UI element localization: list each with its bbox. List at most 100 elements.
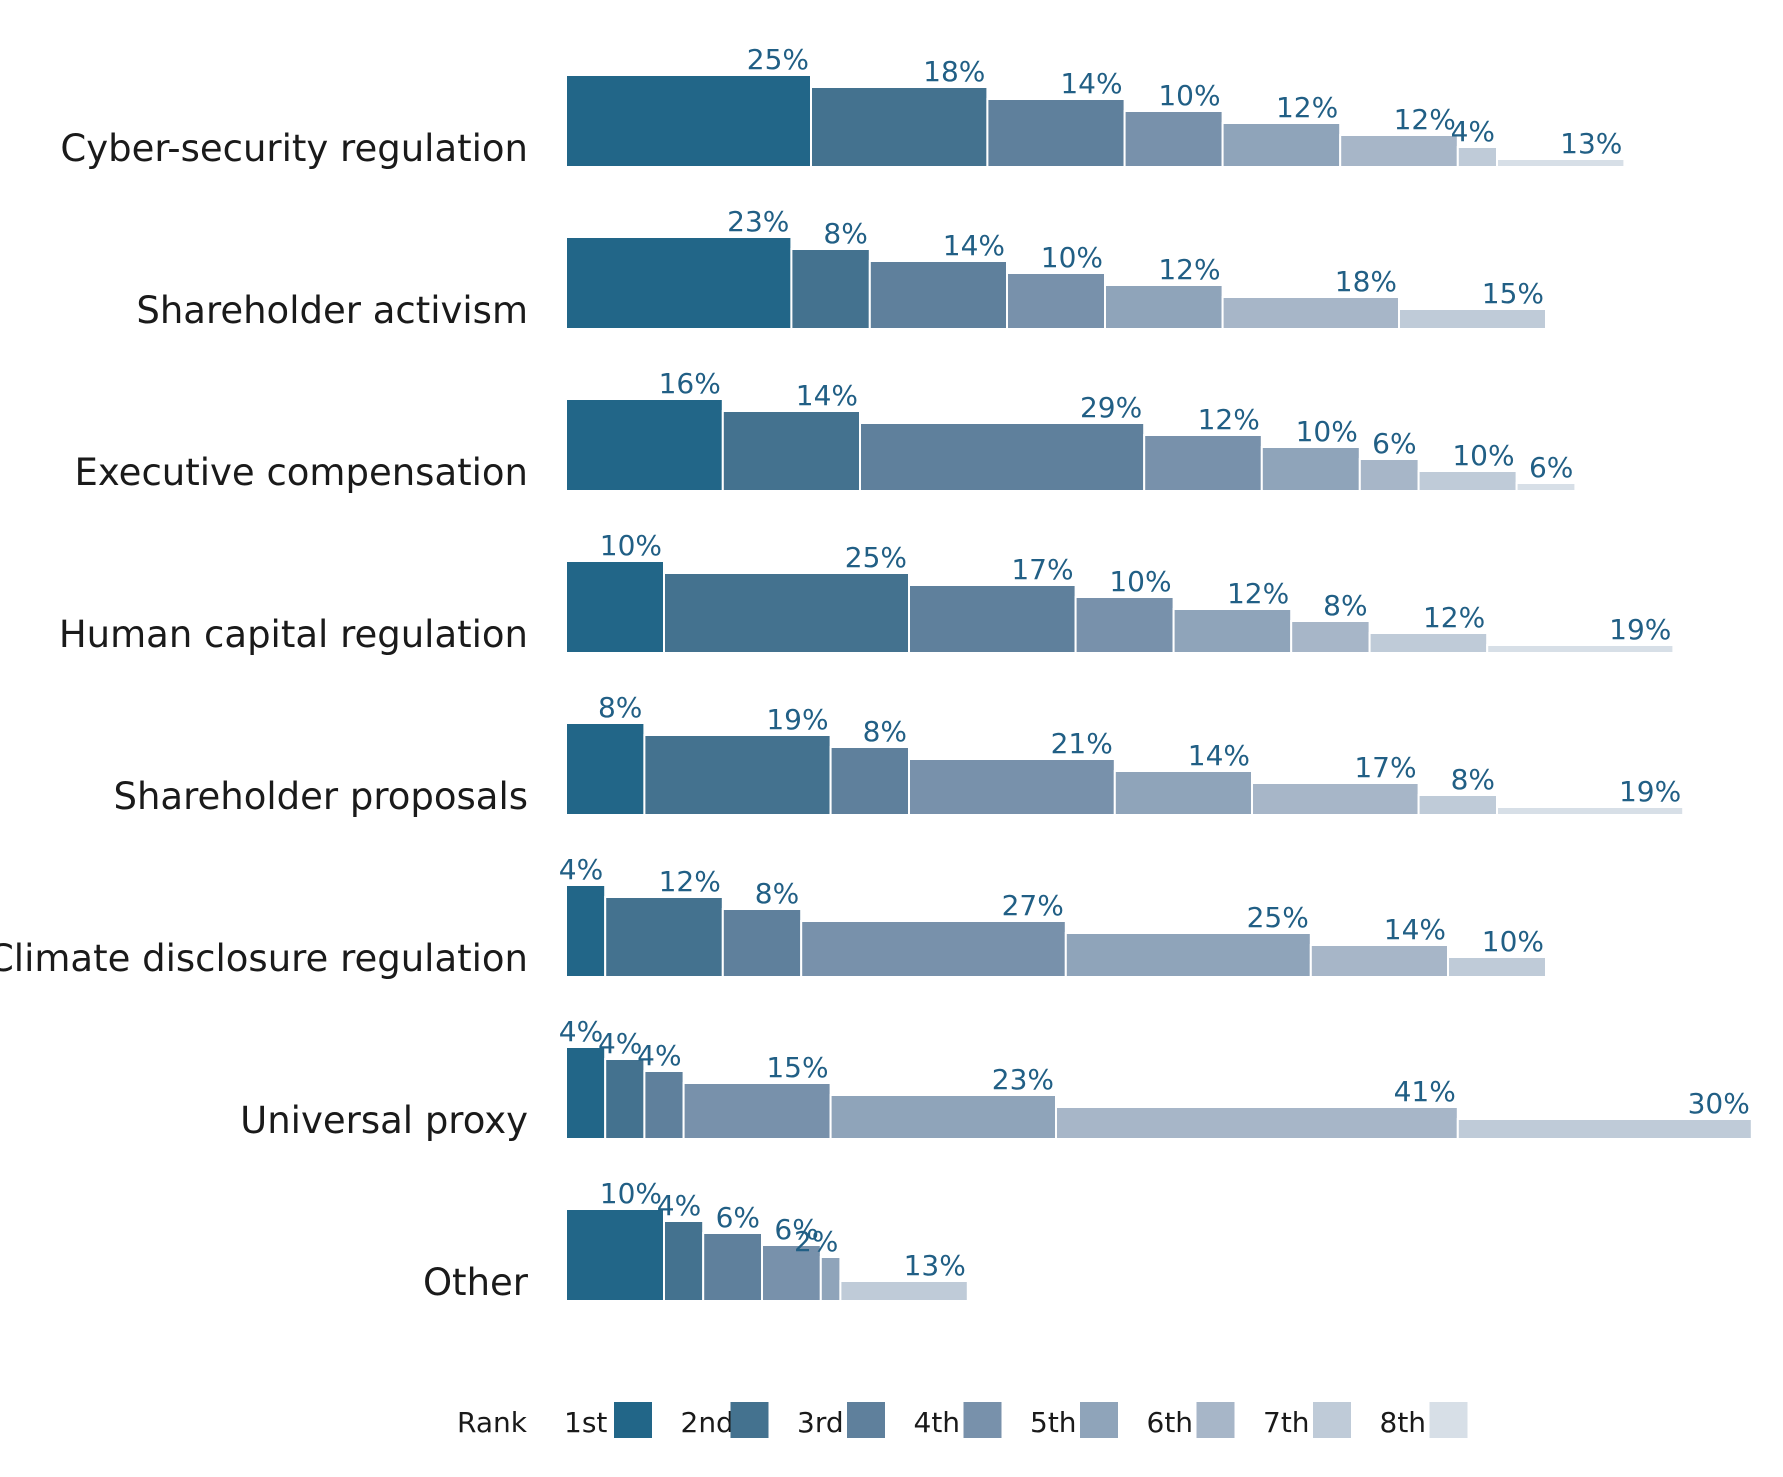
row-shareholder-activism: Shareholder activism 23% 8% 14% 10% 12% 18% 15% bbox=[136, 205, 1547, 332]
bar-5th bbox=[1172, 608, 1293, 654]
bar-3rd bbox=[829, 746, 910, 816]
bar-6th bbox=[1055, 1106, 1459, 1140]
row-cyber-security-regulation: Cyber-security regulation 25% 18% 14% 10% 12%… bbox=[60, 43, 1626, 170]
data-label: 19% bbox=[1609, 613, 1671, 646]
bar-6th bbox=[1251, 782, 1420, 816]
data-label: 6% bbox=[1529, 451, 1573, 484]
legend-label: 1st bbox=[564, 1406, 607, 1439]
data-label: 8% bbox=[1323, 589, 1367, 622]
bar-8th bbox=[1515, 482, 1577, 492]
data-label: 12% bbox=[1158, 253, 1220, 286]
data-label: 12% bbox=[659, 865, 721, 898]
bar-8th bbox=[1486, 644, 1675, 654]
bar-7th bbox=[1456, 146, 1499, 168]
bar-2nd bbox=[721, 410, 861, 492]
category-label: Climate disclosure regulation bbox=[0, 937, 528, 980]
legend-label: 8th bbox=[1380, 1406, 1427, 1439]
bar-1st bbox=[565, 560, 665, 654]
bar-7th bbox=[839, 1280, 969, 1302]
bar-2nd bbox=[810, 86, 989, 168]
data-label: 30% bbox=[1688, 1087, 1750, 1120]
bar-5th bbox=[819, 1256, 842, 1302]
category-label: Other bbox=[423, 1261, 529, 1304]
bar-4th bbox=[1143, 434, 1263, 492]
bar-4th bbox=[1006, 272, 1106, 330]
data-label: 27% bbox=[1002, 889, 1064, 922]
category-label: Universal proxy bbox=[240, 1099, 528, 1142]
data-label: 4% bbox=[598, 1027, 642, 1060]
category-label: Cyber-security regulation bbox=[60, 127, 528, 170]
bar-2nd bbox=[663, 1220, 705, 1302]
legend-swatch bbox=[1313, 1402, 1351, 1438]
bar-6th bbox=[1309, 944, 1450, 978]
data-label: 6% bbox=[1372, 427, 1416, 460]
legend-item-5th: 5th bbox=[1030, 1402, 1118, 1439]
data-label: 12% bbox=[1276, 91, 1338, 124]
data-label: 23% bbox=[992, 1063, 1054, 1096]
bar-3rd bbox=[721, 908, 803, 978]
data-label: 21% bbox=[1051, 727, 1113, 760]
data-label: 12% bbox=[1227, 577, 1289, 610]
data-label: 13% bbox=[1560, 127, 1622, 160]
bar-3rd bbox=[908, 584, 1077, 654]
data-label: 19% bbox=[1619, 775, 1681, 808]
legend-item-8th: 8th bbox=[1380, 1402, 1468, 1439]
row-climate-disclosure-regulation: Climate disclosure regulation 4% 12% 8% 27% 2… bbox=[0, 853, 1547, 980]
legend-label: 2nd bbox=[681, 1406, 734, 1439]
data-label: 4% bbox=[559, 1015, 603, 1048]
bar-2nd bbox=[643, 734, 832, 816]
legend-item-6th: 6th bbox=[1147, 1402, 1235, 1439]
bar-1st bbox=[565, 74, 812, 168]
data-label: 12% bbox=[1198, 403, 1260, 436]
data-label: 25% bbox=[747, 43, 809, 76]
bar-1st bbox=[565, 236, 793, 330]
data-label: 10% bbox=[1041, 241, 1103, 274]
data-label: 14% bbox=[1384, 913, 1446, 946]
row-shareholder-proposals: Shareholder proposals 8% 19% 8% 21% 14% 17% 8% 1… bbox=[113, 691, 1685, 818]
data-label: 6% bbox=[774, 1213, 818, 1246]
legend-swatch bbox=[847, 1402, 885, 1438]
category-label: Human capital regulation bbox=[59, 613, 528, 656]
bar-1st bbox=[565, 398, 724, 492]
data-label: 23% bbox=[727, 205, 789, 238]
bar-3rd bbox=[868, 260, 1008, 330]
data-label: 29% bbox=[1080, 391, 1142, 424]
legend: Rank 1st 2nd 3rd 4th 5th 6th 7th 8th bbox=[457, 1402, 1468, 1439]
bar-7th bbox=[1417, 470, 1518, 492]
bar-5th bbox=[1221, 122, 1342, 168]
bar-4th bbox=[908, 758, 1116, 816]
data-label: 18% bbox=[923, 55, 985, 88]
chart-rows: Cyber-security regulation 25% 18% 14% 10% 12%… bbox=[0, 43, 1753, 1304]
bar-3rd bbox=[859, 422, 1146, 492]
data-label: 2% bbox=[794, 1225, 838, 1258]
bar-3rd bbox=[986, 98, 1126, 168]
legend-item-3rd: 3rd bbox=[797, 1402, 885, 1439]
bar-8th bbox=[1496, 806, 1685, 816]
data-label: 25% bbox=[845, 541, 907, 574]
bar-6th bbox=[1358, 458, 1420, 492]
data-label: 10% bbox=[1482, 925, 1544, 958]
data-label: 8% bbox=[863, 715, 907, 748]
data-label: 41% bbox=[1394, 1075, 1456, 1108]
data-label: 4% bbox=[559, 853, 603, 886]
bar-6th bbox=[1290, 620, 1371, 654]
data-label: 15% bbox=[766, 1051, 828, 1084]
bar-5th bbox=[829, 1094, 1057, 1140]
legend-swatch bbox=[614, 1402, 652, 1438]
legend-item-2nd: 2nd bbox=[681, 1402, 769, 1439]
data-label: 13% bbox=[904, 1249, 966, 1282]
bar-6th bbox=[1221, 296, 1400, 330]
bar-7th bbox=[1447, 956, 1547, 978]
data-label: 15% bbox=[1482, 277, 1544, 310]
bar-7th bbox=[1398, 308, 1547, 330]
legend-swatch bbox=[730, 1402, 769, 1438]
data-label: 14% bbox=[796, 379, 858, 412]
category-label: Shareholder proposals bbox=[113, 775, 528, 818]
data-label: 6% bbox=[716, 1201, 760, 1234]
bar-4th bbox=[800, 920, 1067, 978]
data-label: 8% bbox=[755, 877, 799, 910]
data-label: 4% bbox=[637, 1039, 681, 1072]
data-label: 18% bbox=[1335, 265, 1397, 298]
data-label: 8% bbox=[1451, 763, 1495, 796]
